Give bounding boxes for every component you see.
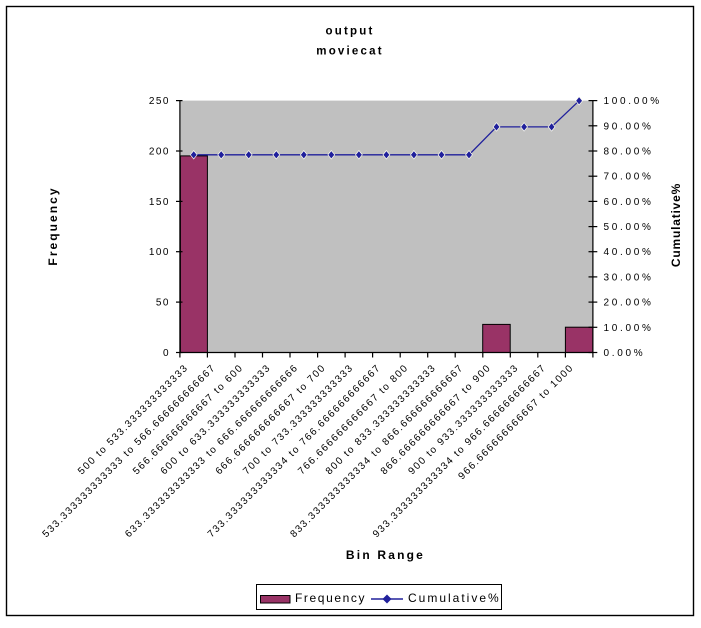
svg-text:Cumulative%: Cumulative% <box>408 591 501 605</box>
svg-text:200: 200 <box>149 147 170 158</box>
svg-text:50: 50 <box>156 298 170 309</box>
svg-text:0.00%: 0.00% <box>604 348 646 359</box>
svg-text:20.00%: 20.00% <box>604 298 654 309</box>
svg-text:90.00%: 90.00% <box>604 121 654 132</box>
svg-text:Cumulative%: Cumulative% <box>669 183 683 267</box>
svg-text:30.00%: 30.00% <box>604 272 654 283</box>
svg-text:250: 250 <box>149 96 170 107</box>
svg-text:100: 100 <box>149 247 170 258</box>
svg-text:output: output <box>326 26 375 38</box>
svg-text:Frequency: Frequency <box>295 591 366 605</box>
svg-text:40.00%: 40.00% <box>604 247 654 258</box>
svg-text:0: 0 <box>163 348 170 359</box>
svg-text:Frequency: Frequency <box>46 186 60 265</box>
svg-text:60.00%: 60.00% <box>604 197 654 208</box>
svg-text:10.00%: 10.00% <box>604 323 654 334</box>
svg-text:50.00%: 50.00% <box>604 222 654 233</box>
svg-text:100.00%: 100.00% <box>604 96 662 107</box>
svg-text:150: 150 <box>149 197 170 208</box>
svg-text:moviecat: moviecat <box>316 46 383 58</box>
svg-text:Bin Range: Bin Range <box>346 548 425 562</box>
svg-text:80.00%: 80.00% <box>604 147 654 158</box>
svg-text:70.00%: 70.00% <box>604 172 654 183</box>
